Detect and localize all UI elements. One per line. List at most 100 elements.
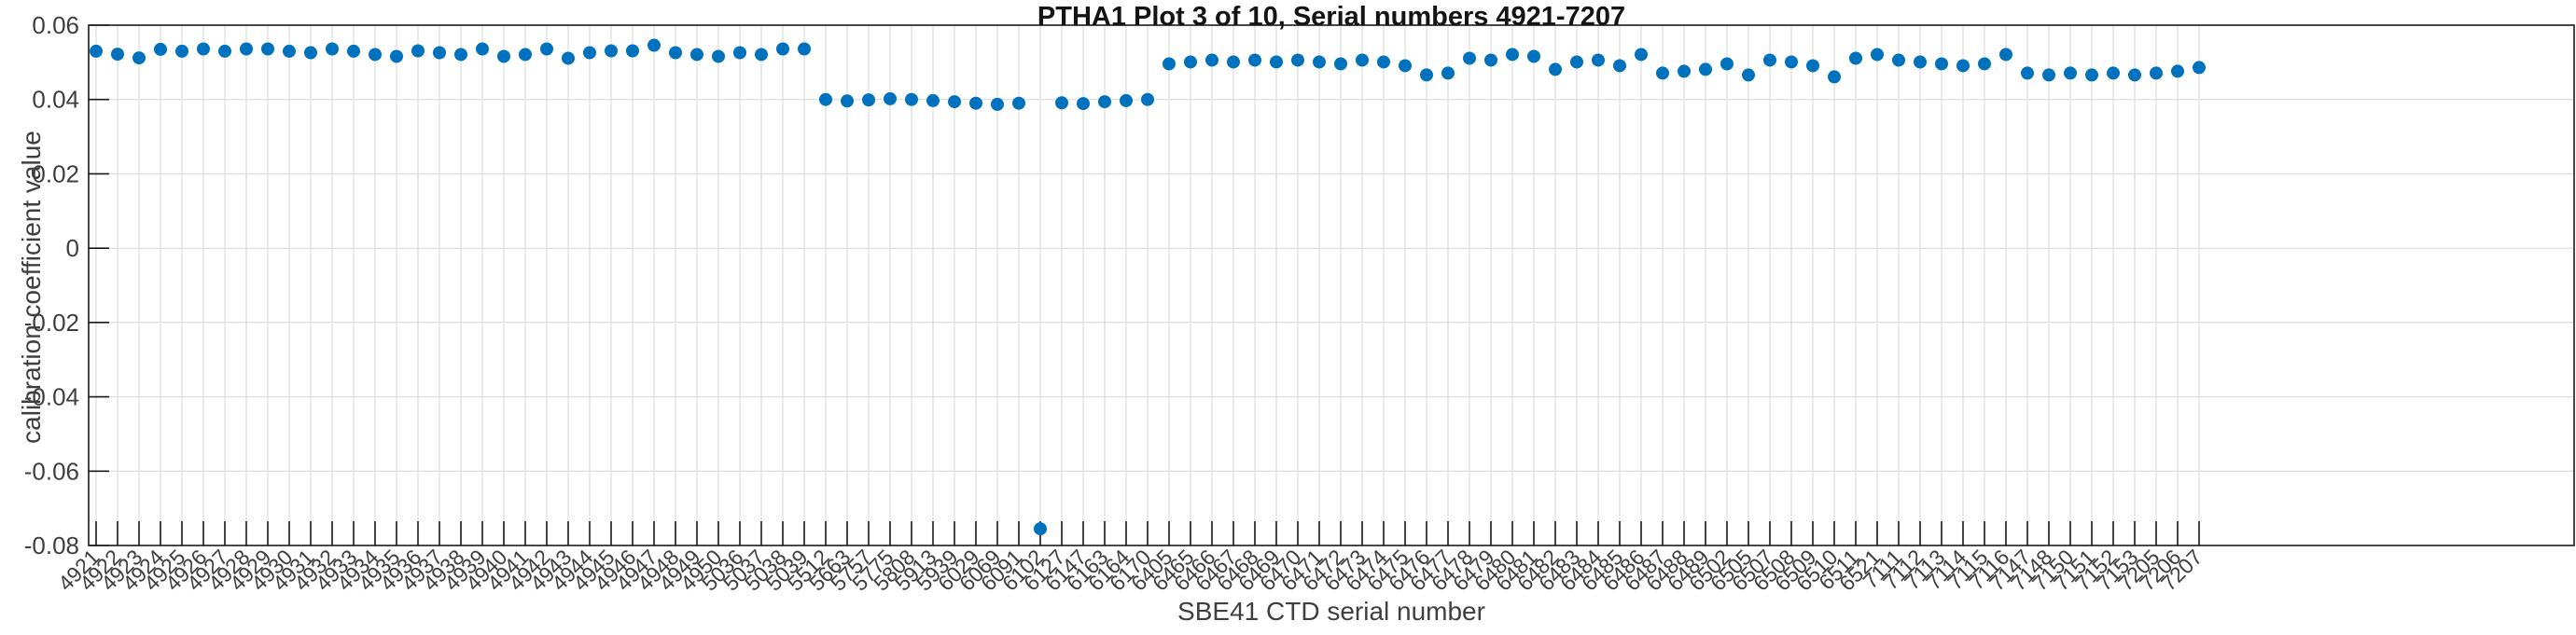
scatter-point — [240, 42, 253, 56]
scatter-point — [1978, 57, 1991, 71]
scatter-point — [347, 44, 360, 58]
scatter-point — [1356, 53, 1369, 67]
scatter-point — [1720, 57, 1734, 71]
scatter-point — [755, 48, 768, 62]
scatter-point — [1699, 62, 1712, 76]
scatter-point — [154, 42, 167, 56]
scatter-point — [1377, 55, 1390, 69]
scatter-point — [626, 44, 639, 58]
y-tick-label: -0.08 — [24, 531, 79, 559]
scatter-point — [1871, 48, 1884, 62]
scatter-point — [2193, 61, 2206, 75]
scatter-point — [261, 42, 274, 56]
scatter-point — [841, 94, 854, 108]
scatter-point — [1098, 95, 1111, 109]
scatter-point — [819, 92, 832, 106]
scatter-point — [218, 44, 231, 58]
scatter-point — [948, 95, 961, 109]
scatter-point — [175, 44, 188, 58]
x-axis-label: SBE41 CTD serial number — [1177, 597, 1485, 626]
scatter-point — [1742, 68, 1755, 82]
scatter-point — [1806, 59, 1819, 73]
scatter-point — [2064, 66, 2077, 80]
y-tick-label: 0.04 — [32, 86, 79, 114]
scatter-point — [669, 46, 682, 60]
scatter-point — [476, 42, 489, 56]
scatter-point — [519, 48, 532, 62]
scatter-point — [1313, 55, 1326, 69]
scatter-point — [2128, 68, 2141, 82]
scatter-point — [1120, 93, 1133, 107]
scatter-point — [326, 42, 339, 56]
scatter-point — [1205, 53, 1218, 67]
y-axis-label: calibration coefficient value — [17, 131, 46, 444]
scatter-point — [1527, 49, 1540, 63]
scatter-point — [111, 48, 124, 62]
scatter-point — [1420, 68, 1433, 82]
y-tick-label: -0.02 — [24, 309, 79, 337]
scatter-point — [969, 96, 982, 110]
scatter-point — [2042, 68, 2055, 82]
scatter-point — [605, 44, 618, 58]
scatter-point — [1184, 55, 1197, 69]
scatter-point — [1334, 57, 1347, 71]
scatter-point — [1012, 96, 1025, 110]
scatter-point — [1077, 97, 1090, 111]
scatter-point — [2150, 66, 2163, 80]
scatter-point — [1892, 53, 1905, 67]
scatter-point — [1227, 55, 1240, 69]
scatter-point — [132, 51, 146, 65]
scatter-point — [304, 46, 317, 60]
scatter-point — [1678, 64, 1691, 78]
y-tick-label: -0.06 — [24, 457, 79, 485]
scatter-point — [905, 92, 918, 106]
scatter-point — [1463, 51, 1476, 65]
scatter-point — [926, 93, 940, 107]
y-tick-label: 0 — [66, 234, 79, 262]
scatter-point — [690, 48, 703, 62]
scatter-point — [1163, 57, 1176, 71]
scatter-point — [1291, 53, 1304, 67]
scatter-point — [1141, 92, 1154, 106]
scatter-point — [1506, 48, 1519, 62]
scatter-point — [2107, 66, 2120, 80]
axis-box — [88, 24, 2575, 546]
scatter-point — [1656, 66, 1669, 80]
scatter-point — [798, 42, 811, 56]
scatter-point — [1849, 51, 1862, 65]
scatter-point — [1592, 53, 1605, 67]
scatter-point — [1635, 48, 1648, 62]
scatter-point — [1055, 96, 1068, 110]
scatter-point — [647, 38, 661, 52]
scatter-point — [1828, 70, 1841, 84]
scatter-point — [884, 91, 897, 105]
scatter-point — [1956, 59, 1970, 73]
scatter-point — [2085, 68, 2098, 82]
scatter-point — [776, 42, 789, 56]
scatter-point — [454, 48, 467, 62]
y-tick-label: -0.04 — [24, 383, 79, 411]
scatter-point — [1441, 66, 1455, 80]
scatter-point — [1785, 55, 1798, 69]
scatter-point — [390, 49, 403, 63]
scatter-point — [1935, 57, 1948, 71]
scatter-point — [2171, 64, 2184, 78]
scatter-point — [991, 97, 1004, 111]
scatter-point — [90, 44, 103, 58]
scatter-point — [2021, 66, 2034, 80]
scatter-point — [1248, 53, 1261, 67]
scatter-point — [862, 93, 875, 107]
scatter-point — [497, 49, 510, 63]
scatter-point — [1484, 53, 1497, 67]
scatter-point — [1270, 55, 1283, 69]
scatter-point — [583, 46, 596, 60]
scatter-point — [369, 48, 382, 62]
scatter-point — [712, 49, 725, 63]
scatter-point — [283, 44, 296, 58]
scatter-point — [1613, 59, 1626, 73]
scatter-point — [433, 46, 446, 60]
scatter-point — [562, 51, 575, 65]
scatter-point — [197, 42, 210, 56]
scatter-point — [411, 44, 425, 58]
